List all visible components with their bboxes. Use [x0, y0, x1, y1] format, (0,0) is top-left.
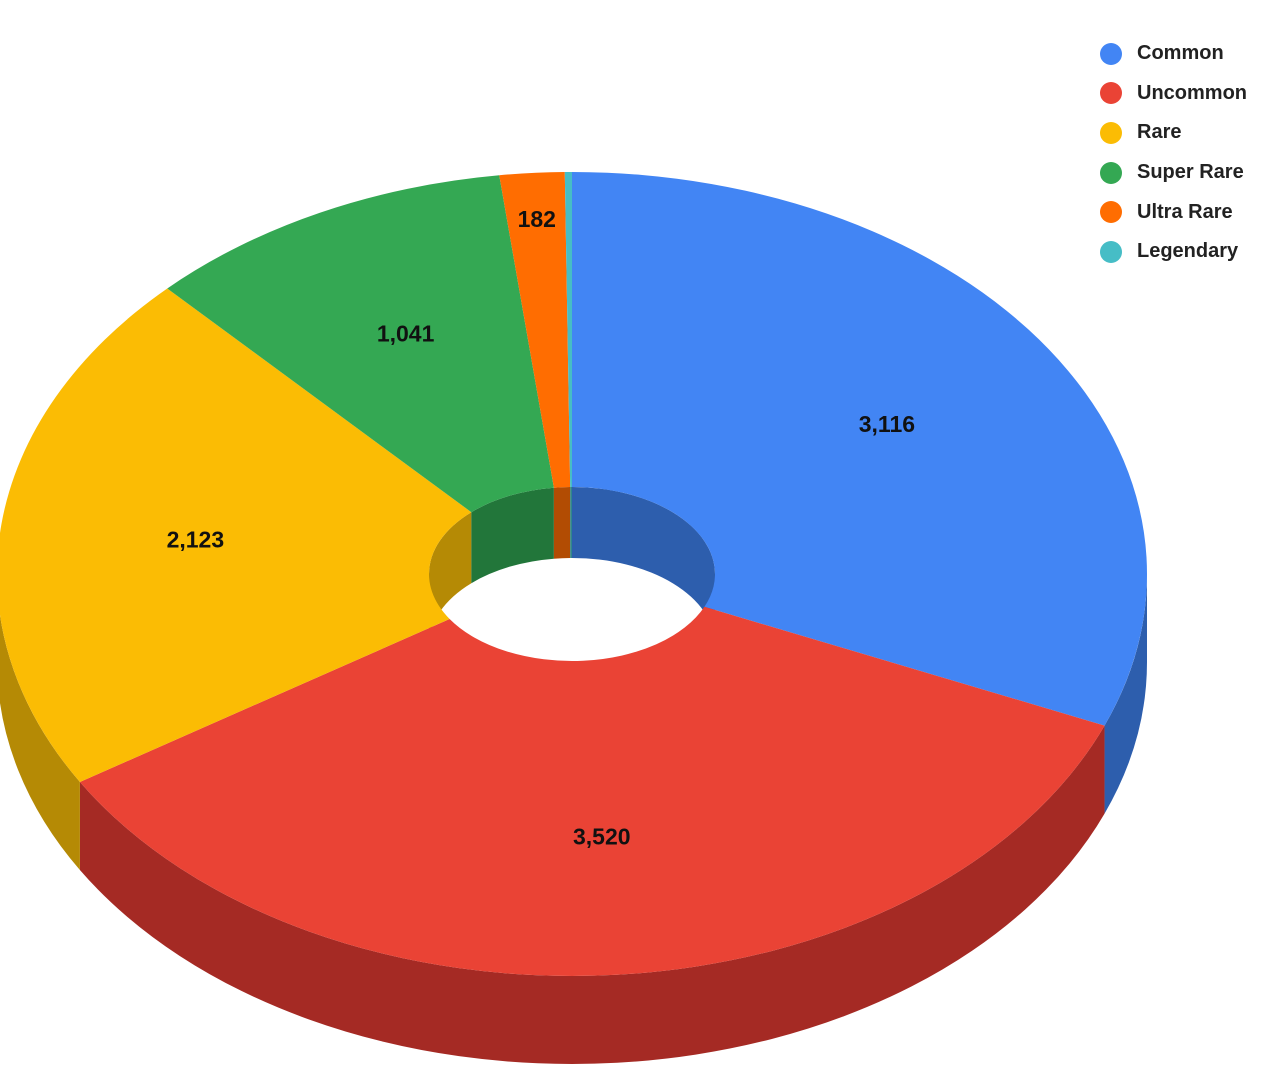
legend-item-ultra-rare: Ultra Rare	[1100, 192, 1247, 232]
donut-side-walls	[0, 574, 1147, 1065]
legend-label: Ultra Rare	[1137, 200, 1233, 223]
legend-label: Legendary	[1137, 240, 1239, 263]
data-label-common: 3,116	[859, 411, 915, 437]
legend-item-rare: Rare	[1100, 113, 1247, 153]
data-labels: 3,116 3,520 2,123 1,041 182	[167, 206, 915, 849]
legend-swatch-common	[1100, 42, 1122, 65]
legend-swatch-uncommon	[1100, 82, 1122, 105]
slice-uncommon	[79, 606, 1105, 977]
legend-item-super-rare: Super Rare	[1100, 153, 1247, 193]
legend-swatch-legendary	[1100, 240, 1122, 263]
slice-rare	[0, 288, 472, 782]
donut-slices	[0, 171, 1147, 977]
legend-swatch-super-rare	[1100, 161, 1122, 184]
inner-wall-common	[572, 487, 715, 645]
inner-wall-legendary	[570, 487, 572, 559]
data-label-ultra-rare: 182	[518, 206, 556, 232]
slice-common	[572, 172, 1147, 726]
data-label-uncommon: 3,520	[573, 824, 631, 850]
slice-super-rare	[167, 175, 554, 513]
inner-wall-super-rare	[471, 487, 554, 584]
data-label-super-rare: 1,041	[377, 321, 435, 347]
chart-legend: Common Uncommon Rare Super Rare Ultra Rare Le…	[1100, 34, 1247, 272]
inner-wall-ultra-rare	[553, 487, 571, 559]
legend-item-legendary: Legendary	[1100, 232, 1247, 272]
legend-label: Common	[1137, 42, 1224, 65]
legend-swatch-ultra-rare	[1100, 201, 1122, 224]
legend-item-uncommon: Uncommon	[1100, 74, 1247, 114]
side-wall-uncommon	[79, 725, 1105, 1065]
legend-swatch-rare	[1100, 121, 1122, 144]
side-wall-rare	[0, 615, 80, 870]
legend-label: Rare	[1137, 121, 1182, 144]
slice-legendary	[564, 171, 572, 488]
data-label-rare: 2,123	[167, 526, 225, 552]
slice-ultra-rare	[499, 172, 571, 488]
legend-item-common: Common	[1100, 34, 1247, 74]
side-wall-common	[1104, 574, 1147, 814]
legend-label: Super Rare	[1137, 161, 1244, 184]
legend-label: Uncommon	[1137, 81, 1247, 104]
